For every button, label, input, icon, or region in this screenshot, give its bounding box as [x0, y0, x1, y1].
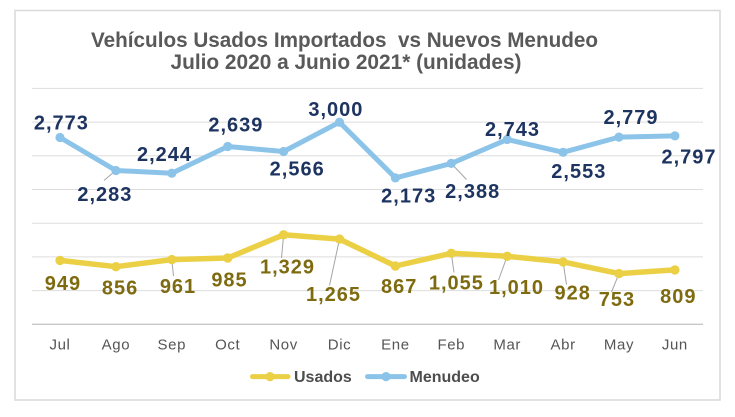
svg-text:1,329: 1,329	[260, 256, 315, 278]
svg-text:Mar: Mar	[493, 337, 521, 354]
svg-text:985: 985	[211, 270, 247, 292]
svg-text:928: 928	[555, 283, 591, 305]
svg-text:2,797: 2,797	[661, 146, 716, 168]
svg-text:2,388: 2,388	[445, 181, 500, 203]
svg-text:753: 753	[599, 289, 635, 311]
svg-text:2,743: 2,743	[485, 119, 540, 141]
svg-text:856: 856	[102, 278, 138, 300]
svg-text:Abr: Abr	[551, 337, 576, 354]
svg-text:2,553: 2,553	[551, 161, 606, 183]
svg-text:Ene: Ene	[381, 337, 410, 354]
svg-text:Julio 2020 a Junio 2021* (unid: Julio 2020 a Junio 2021* (unidades)	[171, 51, 522, 74]
svg-text:949: 949	[45, 273, 81, 295]
svg-text:2,639: 2,639	[208, 114, 263, 136]
svg-text:2,773: 2,773	[34, 113, 89, 135]
svg-text:Oct: Oct	[215, 337, 240, 354]
svg-text:Jul: Jul	[50, 337, 71, 354]
svg-text:Vehículos Usados Importados v: Vehículos Usados Importados vs Nuevos Me…	[91, 29, 598, 52]
svg-text:809: 809	[660, 286, 696, 308]
svg-text:Nov: Nov	[269, 337, 297, 354]
svg-text:Ago: Ago	[102, 337, 131, 354]
svg-text:1,055: 1,055	[429, 273, 484, 295]
svg-text:Sep: Sep	[158, 337, 187, 354]
svg-text:2,779: 2,779	[603, 107, 658, 129]
svg-text:2,566: 2,566	[270, 159, 325, 181]
svg-text:Usados: Usados	[294, 369, 352, 386]
svg-text:2,244: 2,244	[137, 144, 192, 166]
svg-text:May: May	[604, 337, 634, 354]
svg-text:961: 961	[160, 276, 196, 298]
svg-text:Jun: Jun	[662, 337, 688, 354]
svg-text:Feb: Feb	[437, 337, 465, 354]
svg-text:3,000: 3,000	[308, 99, 363, 121]
svg-text:Dic: Dic	[328, 337, 351, 354]
svg-text:2,173: 2,173	[381, 186, 436, 208]
svg-text:867: 867	[381, 276, 417, 298]
svg-text:Menudeo: Menudeo	[410, 369, 480, 386]
svg-text:1,265: 1,265	[306, 284, 361, 306]
svg-text:2,283: 2,283	[77, 184, 132, 206]
svg-text:1,010: 1,010	[489, 277, 544, 299]
